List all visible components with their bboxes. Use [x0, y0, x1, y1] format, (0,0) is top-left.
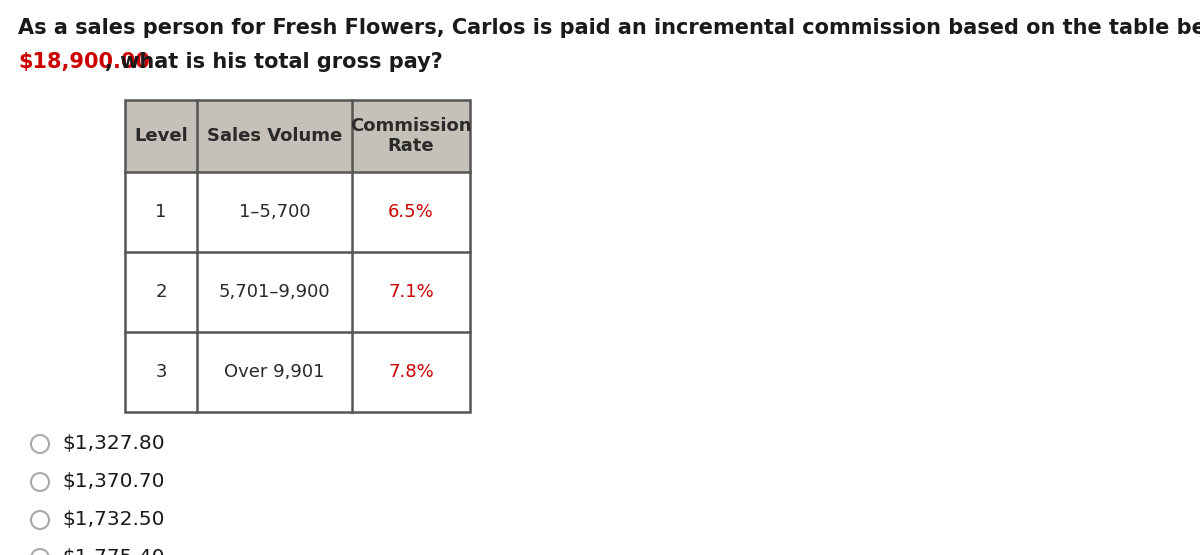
Text: 1: 1	[155, 203, 167, 221]
Text: 2: 2	[155, 283, 167, 301]
Text: Commission
Rate: Commission Rate	[350, 117, 472, 155]
Text: 6.5%: 6.5%	[388, 203, 434, 221]
Text: , what is his total gross pay?: , what is his total gross pay?	[106, 52, 443, 72]
Text: $1,327.80: $1,327.80	[62, 435, 164, 453]
Bar	[125, 252, 470, 332]
Bar	[125, 332, 470, 412]
Bar	[125, 172, 470, 252]
Text: Sales Volume: Sales Volume	[206, 127, 342, 145]
Text: Level: Level	[134, 127, 188, 145]
Text: 7.8%: 7.8%	[388, 363, 434, 381]
Bar	[125, 100, 470, 172]
Text: 5,701–9,900: 5,701–9,900	[218, 283, 330, 301]
Bar	[125, 100, 470, 412]
Text: 7.1%: 7.1%	[388, 283, 434, 301]
Text: 3: 3	[155, 363, 167, 381]
Text: $18,900.00: $18,900.00	[18, 52, 150, 72]
Text: $1,732.50: $1,732.50	[62, 511, 164, 529]
Text: 1–5,700: 1–5,700	[239, 203, 311, 221]
Text: Over 9,901: Over 9,901	[224, 363, 325, 381]
Text: $1,370.70: $1,370.70	[62, 472, 164, 492]
Text: As a sales person for Fresh Flowers, Carlos is paid an incremental commission ba: As a sales person for Fresh Flowers, Car…	[18, 18, 1200, 38]
Text: $1,775.40: $1,775.40	[62, 548, 164, 555]
